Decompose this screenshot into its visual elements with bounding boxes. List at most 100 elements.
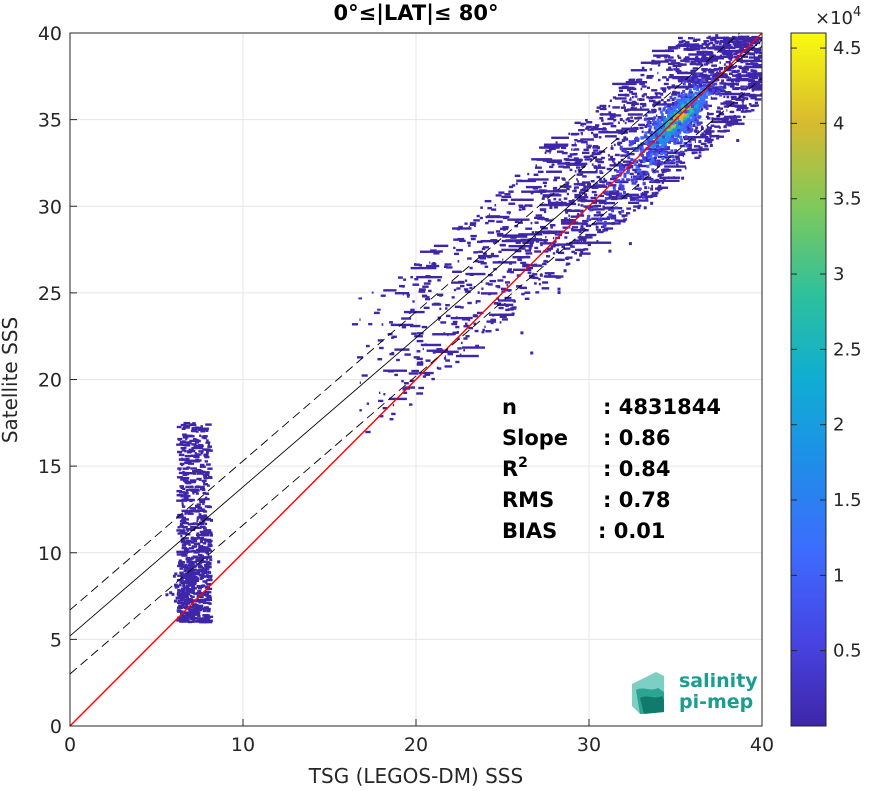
scatter-cell bbox=[184, 471, 190, 475]
scatter-cell bbox=[176, 425, 182, 429]
scatter-cell bbox=[605, 197, 608, 201]
scatter-cell bbox=[522, 263, 529, 266]
scatter-cell bbox=[202, 569, 206, 573]
scatter-cell bbox=[460, 306, 464, 309]
scatter-cell bbox=[485, 282, 490, 285]
scatter-cell bbox=[754, 96, 757, 99]
scatter-cell bbox=[412, 300, 415, 303]
scatter-cell bbox=[546, 255, 551, 258]
scatter-cell bbox=[573, 239, 581, 242]
x-tick-label: 20 bbox=[404, 734, 428, 756]
scatter-cell bbox=[184, 449, 187, 453]
scatter-cell bbox=[497, 285, 501, 289]
scatter-cell bbox=[714, 48, 717, 51]
scatter-cell bbox=[443, 332, 446, 335]
scatter-cell bbox=[652, 162, 656, 166]
scatter-cell bbox=[195, 458, 200, 461]
scatter-cell bbox=[565, 158, 582, 162]
scatter-cell bbox=[205, 451, 209, 454]
scatter-cell bbox=[685, 97, 689, 101]
scatter-cell bbox=[704, 63, 708, 66]
scatter-cell bbox=[670, 59, 677, 62]
scatter-cell bbox=[189, 479, 197, 482]
scatter-cell bbox=[593, 165, 598, 168]
scatter-cell bbox=[649, 162, 653, 166]
scatter-cell bbox=[193, 539, 198, 543]
scatter-cell bbox=[550, 226, 553, 229]
scatter-cell bbox=[759, 77, 762, 80]
scatter-cell bbox=[628, 201, 639, 205]
scatter-cell bbox=[608, 214, 612, 218]
scatter-cell bbox=[717, 46, 722, 49]
scatter-cell bbox=[546, 149, 552, 153]
scatter-cell bbox=[445, 314, 451, 318]
scatter-cell bbox=[184, 444, 191, 447]
scatter-cell bbox=[591, 127, 607, 131]
scatter-cell bbox=[410, 308, 415, 312]
scatter-cell bbox=[692, 123, 696, 127]
stat-label-text: R bbox=[502, 457, 518, 481]
scatter-cell bbox=[535, 214, 543, 217]
scatter-cell bbox=[176, 578, 184, 582]
scatter-cell bbox=[181, 532, 188, 535]
scatter-cell bbox=[197, 506, 203, 510]
scatter-cell bbox=[648, 99, 656, 103]
reference-line-fit bbox=[70, 39, 762, 637]
scatter-cell bbox=[613, 143, 616, 147]
scatter-cell bbox=[206, 585, 209, 589]
scatter-cell bbox=[636, 172, 650, 176]
scatter-cell bbox=[580, 225, 584, 229]
scatter-cell bbox=[543, 210, 547, 214]
scatter-cell bbox=[686, 46, 689, 50]
scatter-cell bbox=[486, 320, 492, 323]
scatter-cell bbox=[476, 311, 484, 315]
scatter-cell bbox=[614, 206, 618, 210]
scatter-cell bbox=[545, 219, 553, 222]
scatter-cell bbox=[751, 88, 762, 91]
scatter-cell bbox=[531, 275, 535, 278]
scatter-cell bbox=[538, 282, 541, 286]
stat-value: : 4831844 bbox=[603, 395, 721, 419]
scatter-cell bbox=[539, 203, 564, 207]
scatter-cell bbox=[190, 577, 194, 581]
scatter-cell bbox=[684, 110, 688, 114]
scatter-cell bbox=[753, 73, 760, 76]
scatter-cell bbox=[731, 101, 738, 105]
scatter-cell bbox=[178, 561, 185, 564]
scatter-cell bbox=[723, 63, 726, 66]
scatter-cell bbox=[657, 174, 662, 178]
scatter-cell bbox=[176, 516, 184, 519]
scatter-cell bbox=[662, 176, 666, 180]
scatter-cell bbox=[740, 92, 744, 96]
scatter-cell bbox=[719, 67, 723, 71]
scatter-cell bbox=[698, 151, 702, 154]
stat-label: R2 bbox=[502, 455, 528, 481]
scatter-cell bbox=[518, 179, 536, 183]
scatter-cell bbox=[532, 264, 543, 267]
scatter-cell bbox=[673, 96, 677, 100]
scatter-cell bbox=[541, 230, 548, 234]
scatter-cell bbox=[182, 528, 185, 531]
stat-value: : 0.01 bbox=[598, 519, 666, 543]
scatter-cell bbox=[487, 283, 493, 286]
scatter-cell bbox=[723, 129, 730, 132]
scatter-cell bbox=[196, 519, 199, 523]
scatter-cell bbox=[571, 132, 580, 136]
scatter-cell bbox=[524, 291, 531, 294]
scatter-cell bbox=[578, 191, 585, 194]
scatter-cell bbox=[561, 245, 565, 249]
scatter-cell bbox=[200, 540, 204, 544]
scatter-cell bbox=[554, 240, 557, 243]
scatter-cell bbox=[608, 190, 616, 193]
scatter-cell bbox=[677, 131, 681, 135]
scatter-cell bbox=[661, 122, 665, 126]
scatter-cell bbox=[203, 497, 210, 501]
scatter-cell bbox=[200, 549, 204, 553]
scatter-cell bbox=[196, 619, 204, 623]
scatter-cell bbox=[185, 438, 188, 441]
scatter-cell bbox=[695, 104, 699, 108]
scatter-cell bbox=[528, 246, 532, 250]
scatter-cell bbox=[575, 162, 579, 166]
scatter-cell bbox=[607, 154, 610, 157]
scatter-cell bbox=[476, 214, 480, 218]
